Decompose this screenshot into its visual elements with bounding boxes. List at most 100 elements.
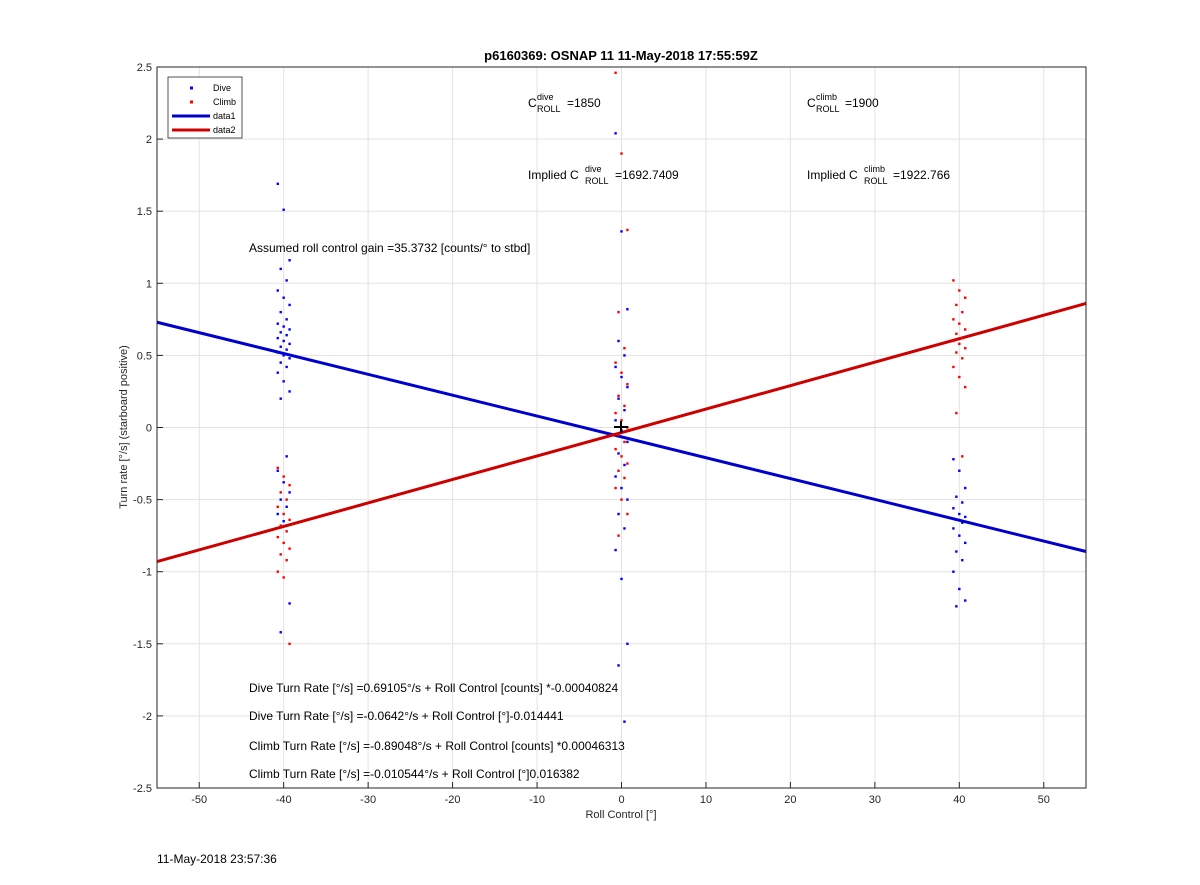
point-dive	[279, 345, 282, 348]
equation-dive-counts: Dive Turn Rate [°/s] =0.69105°/s + Roll …	[249, 681, 618, 695]
svg-text:ROLL: ROLL	[585, 176, 609, 186]
point-climb	[614, 447, 617, 451]
point-climb	[964, 296, 967, 299]
point-dive	[276, 289, 279, 292]
point-dive	[626, 498, 629, 501]
legend-label: Dive	[213, 83, 231, 93]
point-climb	[958, 289, 961, 292]
y-tick-label: 0	[146, 423, 152, 435]
point-dive	[282, 339, 285, 343]
y-tick-label: 2.5	[137, 62, 152, 74]
point-dive	[958, 512, 961, 516]
point-dive	[620, 375, 623, 379]
point-climb	[282, 475, 285, 478]
point-climb	[623, 440, 626, 444]
point-dive	[961, 521, 964, 524]
svg-text:ROLL: ROLL	[816, 104, 840, 114]
point-climb	[626, 462, 629, 465]
y-axis-label: Turn rate [°/s] (starboard positive)	[118, 345, 130, 509]
point-climb	[961, 455, 964, 458]
point-dive	[614, 132, 617, 135]
c-dive-annotation: C dive ROLL =1850	[528, 92, 601, 114]
point-dive	[964, 486, 967, 490]
point-dive	[964, 541, 967, 545]
point-dive	[952, 527, 955, 530]
point-climb	[276, 570, 279, 573]
point-climb	[288, 518, 291, 521]
point-climb	[952, 279, 955, 282]
point-climb	[958, 375, 961, 379]
point-climb	[964, 328, 967, 331]
point-dive	[961, 558, 964, 562]
x-axis-ticks: -50 -40 -30 -20 -10 0 10 20 30 40 50	[191, 782, 1050, 806]
point-dive	[279, 397, 282, 400]
fit-line-data1	[156, 320, 1087, 553]
x-tick-label: 20	[784, 794, 796, 806]
point-dive	[955, 550, 958, 553]
point-dive	[282, 296, 285, 299]
point-dive	[276, 371, 279, 374]
svg-text:=1850: =1850	[567, 96, 601, 110]
point-dive	[623, 720, 626, 723]
point-dive	[288, 342, 291, 346]
point-dive	[958, 534, 961, 537]
point-dive	[626, 642, 629, 645]
point-dive	[964, 599, 967, 602]
equation-dive-degrees: Dive Turn Rate [°/s] =-0.0642°/s + Roll …	[249, 709, 564, 723]
point-climb	[276, 466, 279, 470]
point-dive	[288, 390, 291, 393]
point-dive	[626, 440, 629, 444]
point-climb	[620, 498, 623, 501]
point-dive	[276, 512, 279, 516]
x-tick-label: 30	[869, 794, 881, 806]
point-dive	[620, 577, 623, 581]
point-climb	[279, 491, 282, 494]
x-tick-label: -40	[276, 794, 292, 806]
point-climb	[952, 318, 955, 321]
svg-text:dive: dive	[537, 92, 554, 102]
y-tick-label: 0.5	[137, 350, 152, 362]
point-dive	[617, 339, 620, 343]
x-tick-label: 10	[700, 794, 712, 806]
point-dive	[276, 351, 279, 354]
legend-label: data1	[213, 111, 236, 121]
point-climb	[961, 357, 964, 360]
svg-text:C: C	[807, 96, 816, 110]
point-climb	[614, 71, 617, 74]
point-dive	[279, 267, 282, 271]
point-climb	[276, 505, 279, 509]
x-tick-label: -20	[445, 794, 461, 806]
point-dive	[620, 486, 623, 490]
point-dive	[276, 182, 279, 186]
footer-timestamp: 11-May-2018 23:57:36	[157, 852, 277, 866]
point-dive	[955, 605, 958, 608]
point-climb	[623, 346, 626, 350]
y-tick-label: -0.5	[133, 495, 152, 507]
point-dive	[282, 520, 285, 523]
point-climb	[276, 535, 279, 539]
implied-climb-annotation: Implied C climb ROLL =1922.766	[807, 164, 950, 186]
point-climb	[614, 361, 617, 364]
x-tick-label: -10	[529, 794, 545, 806]
point-dive	[952, 507, 955, 510]
point-dive	[276, 322, 279, 325]
point-dive	[964, 515, 967, 519]
point-dive	[288, 303, 291, 307]
implied-dive-annotation: Implied C dive ROLL =1692.7409	[528, 164, 679, 186]
point-climb	[961, 310, 964, 314]
point-dive	[276, 469, 279, 472]
point-dive	[285, 365, 288, 369]
point-climb	[282, 512, 285, 516]
point-dive	[617, 664, 620, 667]
point-climb	[288, 547, 291, 550]
point-climb	[955, 303, 958, 307]
point-dive	[282, 380, 285, 383]
svg-text:climb: climb	[864, 164, 885, 174]
svg-text:Implied C: Implied C	[528, 168, 579, 182]
plot-frame	[156, 66, 1087, 789]
point-climb	[623, 404, 626, 408]
y-tick-label: -1	[142, 567, 152, 579]
point-climb	[626, 228, 629, 232]
point-dive	[279, 631, 282, 634]
point-climb	[279, 524, 282, 527]
